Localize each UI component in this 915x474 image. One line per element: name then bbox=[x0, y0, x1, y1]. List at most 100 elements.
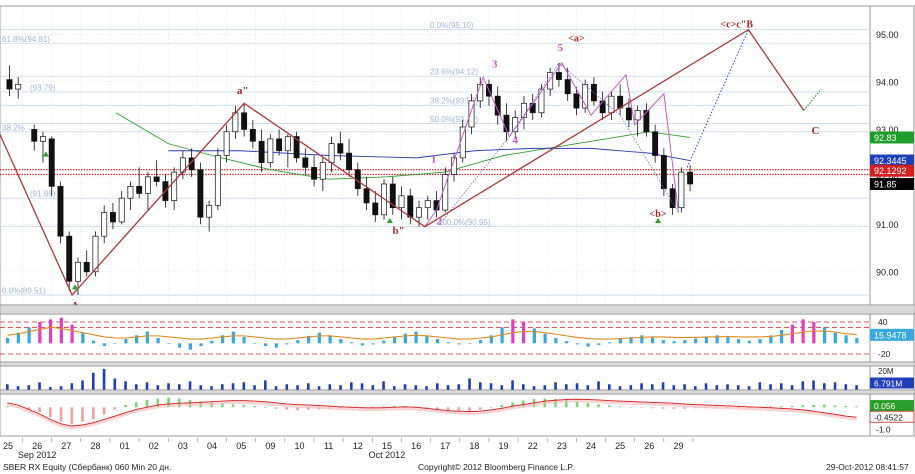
candle bbox=[337, 131, 344, 161]
rsi-bar bbox=[156, 338, 160, 344]
price-tick-label: 94.00 bbox=[876, 77, 899, 87]
macd-hist-bar bbox=[264, 407, 267, 408]
x-axis: 25 26 27 28 01 02 03 04 05 09 10 11 12 15 16 17 18 19 22 23… bbox=[0, 438, 915, 460]
candle bbox=[398, 186, 405, 220]
fib-label: 38.2% bbox=[2, 123, 25, 132]
candle bbox=[206, 200, 213, 232]
candle-body bbox=[687, 171, 694, 185]
candle-body bbox=[66, 235, 73, 282]
macd-tag bbox=[869, 410, 915, 423]
rsi-bar bbox=[285, 343, 289, 345]
rsi-bar bbox=[844, 335, 848, 344]
volume-bar bbox=[403, 384, 407, 390]
macd-hist-bar bbox=[780, 406, 783, 408]
fib-label: 38.2%(93.51) bbox=[430, 97, 478, 106]
x-tick-label: 05 bbox=[236, 441, 246, 451]
wave-label: <a> bbox=[568, 34, 585, 45]
fib-label: 23.6%(94.12) bbox=[430, 68, 478, 77]
rsi-bar bbox=[726, 336, 730, 344]
macd-hist-bar bbox=[124, 404, 127, 408]
macd-hist-bar bbox=[59, 407, 63, 422]
rsi-bar bbox=[102, 343, 106, 346]
candle bbox=[389, 176, 396, 215]
macd-hist-bar bbox=[274, 407, 278, 409]
volume-panel: 20M 6.791M bbox=[0, 365, 915, 391]
rsi-bar bbox=[350, 342, 354, 344]
macd-tick-label: -1.0 bbox=[876, 424, 891, 434]
rsi-tick-label: 40 bbox=[878, 317, 888, 327]
fib-label: (93.79) bbox=[30, 83, 56, 92]
rsi-bar bbox=[242, 336, 246, 344]
macd-tag bbox=[870, 400, 914, 412]
candle bbox=[136, 167, 143, 199]
price-tag-label: 92.1292 bbox=[874, 166, 907, 176]
volume-bar bbox=[188, 381, 192, 390]
subwave-path bbox=[424, 62, 679, 227]
rsi-bar bbox=[780, 330, 784, 344]
candle-body bbox=[276, 138, 283, 152]
volume-bar bbox=[178, 384, 181, 390]
macd-hist-bar bbox=[102, 407, 106, 415]
price-tick-label: 91.00 bbox=[876, 220, 899, 230]
volume-bar bbox=[414, 385, 418, 390]
wave-label: 3 bbox=[492, 59, 498, 71]
candle bbox=[267, 134, 274, 168]
volume-bar bbox=[27, 385, 31, 390]
volume-bar bbox=[38, 382, 41, 390]
candle-body bbox=[214, 155, 221, 206]
macd-hist-bar bbox=[145, 399, 149, 408]
macd-hist-bar bbox=[586, 402, 590, 408]
rsi-panel: 40 -20 15.9478 bbox=[0, 313, 915, 363]
candle-body bbox=[127, 185, 134, 199]
macd-hist-bar bbox=[242, 404, 246, 408]
x-tick-label: 22 bbox=[528, 441, 538, 451]
rsi-bar bbox=[823, 327, 827, 344]
macd-hist-bar bbox=[597, 404, 600, 408]
rsi-bar bbox=[145, 331, 149, 344]
macd-hist-bar bbox=[468, 407, 471, 412]
volume-bar bbox=[565, 384, 568, 390]
volume-bar bbox=[575, 383, 579, 390]
candle-body bbox=[643, 110, 650, 133]
volume-bar bbox=[49, 387, 52, 390]
candle-body bbox=[634, 110, 641, 121]
macd-hist-bar bbox=[457, 407, 461, 412]
candle bbox=[599, 91, 606, 120]
candle bbox=[678, 167, 685, 213]
candle-body bbox=[57, 185, 64, 237]
candle-body bbox=[468, 100, 475, 128]
rsi-bar bbox=[758, 339, 762, 344]
macd-hist-bar bbox=[855, 406, 858, 408]
candle-body bbox=[521, 102, 527, 118]
volume-bar bbox=[597, 381, 600, 390]
signal-arrow-icon bbox=[386, 217, 393, 223]
volume-bar bbox=[737, 385, 740, 390]
rsi-bar bbox=[70, 324, 74, 344]
rsi-bar bbox=[532, 328, 536, 344]
wave-label: <b> bbox=[650, 209, 667, 220]
macd-hist-bar bbox=[683, 407, 686, 409]
candle-body bbox=[40, 136, 46, 142]
volume-bar bbox=[672, 385, 676, 390]
candle-body bbox=[223, 131, 230, 156]
rsi-bar bbox=[16, 332, 20, 344]
macd-hist-bar bbox=[436, 407, 439, 411]
macd-hist-bar bbox=[640, 407, 643, 408]
candle bbox=[346, 138, 353, 177]
rsi-bar bbox=[296, 340, 300, 344]
panel-separator bbox=[0, 304, 915, 315]
volume-bar bbox=[457, 384, 461, 390]
candle-body bbox=[118, 197, 125, 223]
candle bbox=[311, 155, 318, 187]
candle-body bbox=[249, 129, 256, 142]
candle bbox=[363, 176, 370, 211]
candle bbox=[494, 86, 501, 125]
candle-body bbox=[582, 83, 589, 109]
rsi-bar bbox=[264, 343, 268, 346]
fib-label: 100.0%(90.95) bbox=[438, 218, 491, 227]
price-tag bbox=[870, 177, 914, 190]
rsi-bar bbox=[27, 327, 31, 344]
candle-body bbox=[284, 136, 291, 152]
macd-hist-bar bbox=[565, 399, 568, 408]
rsi-bar bbox=[833, 332, 837, 344]
